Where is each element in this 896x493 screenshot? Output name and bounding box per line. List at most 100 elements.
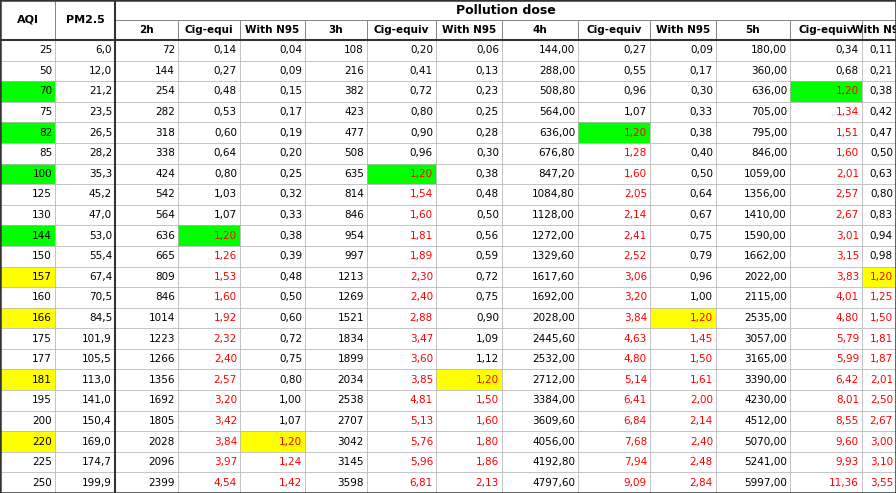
Bar — [55, 472, 115, 493]
Bar — [305, 390, 367, 411]
Text: 0,20: 0,20 — [410, 45, 433, 55]
Text: 9,09: 9,09 — [624, 478, 647, 488]
Text: 0,79: 0,79 — [690, 251, 713, 261]
Bar — [367, 472, 436, 493]
Text: 53,0: 53,0 — [89, 231, 112, 241]
Bar — [436, 184, 502, 205]
Text: 0,50: 0,50 — [279, 292, 302, 302]
Bar — [178, 61, 240, 81]
Bar — [55, 164, 115, 184]
Bar — [240, 40, 305, 61]
Bar — [716, 20, 790, 40]
Bar — [716, 452, 790, 472]
Text: 0,90: 0,90 — [410, 128, 433, 138]
Bar — [305, 81, 367, 102]
Text: 1,20: 1,20 — [476, 375, 499, 385]
Text: 0,47: 0,47 — [870, 128, 893, 138]
Bar — [716, 349, 790, 369]
Bar — [790, 102, 862, 122]
Text: 814: 814 — [344, 189, 364, 200]
Text: 3h: 3h — [329, 25, 343, 35]
Text: 0,60: 0,60 — [214, 128, 237, 138]
Text: 0,27: 0,27 — [624, 45, 647, 55]
Text: 1,50: 1,50 — [870, 313, 893, 323]
Text: 0,64: 0,64 — [214, 148, 237, 158]
Bar — [178, 143, 240, 164]
Bar — [436, 205, 502, 225]
Text: 0,59: 0,59 — [476, 251, 499, 261]
Bar — [436, 61, 502, 81]
Bar — [716, 184, 790, 205]
Bar — [367, 122, 436, 143]
Bar — [578, 308, 650, 328]
Text: 26,5: 26,5 — [89, 128, 112, 138]
Bar — [305, 267, 367, 287]
Text: 3,83: 3,83 — [836, 272, 859, 282]
Text: 3,20: 3,20 — [214, 395, 237, 405]
Bar — [862, 122, 896, 143]
Bar — [55, 349, 115, 369]
Text: 0,34: 0,34 — [836, 45, 859, 55]
Bar — [716, 164, 790, 184]
Text: 0,17: 0,17 — [690, 66, 713, 76]
Bar — [436, 472, 502, 493]
Bar — [240, 184, 305, 205]
Bar — [0, 472, 55, 493]
Text: 1,00: 1,00 — [690, 292, 713, 302]
Bar — [367, 308, 436, 328]
Bar — [716, 390, 790, 411]
Bar — [790, 431, 862, 452]
Bar — [790, 20, 862, 40]
Bar — [716, 61, 790, 81]
Text: 3,01: 3,01 — [836, 231, 859, 241]
Text: 2,14: 2,14 — [690, 416, 713, 426]
Text: 3,06: 3,06 — [624, 272, 647, 282]
Bar — [0, 267, 55, 287]
Bar — [0, 369, 55, 390]
Text: 0,96: 0,96 — [624, 86, 647, 97]
Text: 1,45: 1,45 — [690, 334, 713, 344]
Text: 28,2: 28,2 — [89, 148, 112, 158]
Text: 1,89: 1,89 — [409, 251, 433, 261]
Text: 2,30: 2,30 — [409, 272, 433, 282]
Bar — [178, 184, 240, 205]
Text: 1,20: 1,20 — [214, 231, 237, 241]
Bar — [55, 431, 115, 452]
Text: 1,60: 1,60 — [836, 148, 859, 158]
Bar — [578, 390, 650, 411]
Text: 4797,60: 4797,60 — [532, 478, 575, 488]
Text: 1223: 1223 — [149, 334, 175, 344]
Text: 47,0: 47,0 — [89, 210, 112, 220]
Text: 4512,00: 4512,00 — [744, 416, 787, 426]
Bar — [716, 411, 790, 431]
Bar — [502, 164, 578, 184]
Bar — [862, 40, 896, 61]
Bar — [650, 369, 716, 390]
Bar — [650, 308, 716, 328]
Text: 846: 846 — [155, 292, 175, 302]
Bar — [790, 246, 862, 267]
Bar — [115, 328, 178, 349]
Bar — [0, 0, 55, 40]
Bar — [650, 61, 716, 81]
Bar — [115, 184, 178, 205]
Bar — [502, 20, 578, 40]
Bar — [115, 369, 178, 390]
Text: 0,80: 0,80 — [279, 375, 302, 385]
Bar — [502, 287, 578, 308]
Bar — [0, 205, 55, 225]
Bar — [367, 287, 436, 308]
Bar — [55, 369, 115, 390]
Bar — [305, 184, 367, 205]
Bar — [178, 390, 240, 411]
Bar — [790, 225, 862, 246]
Bar — [436, 20, 502, 40]
Bar — [650, 328, 716, 349]
Text: 1,50: 1,50 — [690, 354, 713, 364]
Text: 1410,00: 1410,00 — [745, 210, 787, 220]
Text: 199,9: 199,9 — [82, 478, 112, 488]
Bar — [367, 184, 436, 205]
Text: 8,01: 8,01 — [836, 395, 859, 405]
Bar — [790, 349, 862, 369]
Text: 23,5: 23,5 — [89, 107, 112, 117]
